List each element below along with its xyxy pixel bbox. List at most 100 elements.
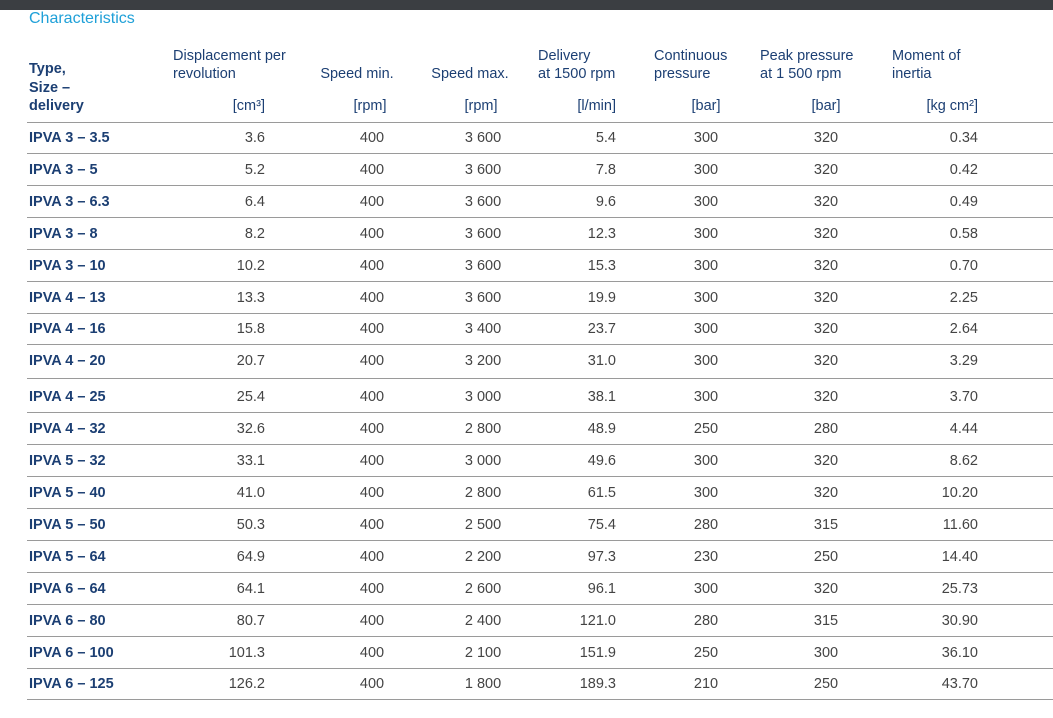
cell: 250 bbox=[813, 548, 839, 565]
cell: 320 bbox=[813, 485, 839, 501]
cell: 38.1 bbox=[587, 389, 616, 406]
row-rule bbox=[27, 248, 1053, 250]
column-unit: [rpm] bbox=[353, 98, 387, 114]
cell: 12.3 bbox=[587, 225, 616, 242]
cell: 121.0 bbox=[579, 612, 616, 629]
row-type: IPVA 5 – 40 bbox=[29, 485, 106, 501]
cell: 315 bbox=[813, 516, 839, 533]
cell: 5.4 bbox=[595, 130, 616, 146]
cell: 3 000 bbox=[464, 453, 502, 470]
cell: 400 bbox=[359, 612, 385, 629]
cell: 0.34 bbox=[949, 130, 978, 146]
cell: 400 bbox=[359, 161, 385, 178]
cell: 8.2 bbox=[244, 225, 265, 242]
cell: 3.6 bbox=[244, 130, 265, 146]
cell: 4.44 bbox=[949, 421, 978, 438]
column-unit: [rpm] bbox=[464, 98, 498, 114]
cell: 64.9 bbox=[236, 548, 265, 565]
cell: 400 bbox=[359, 516, 385, 533]
row-type: IPVA 4 – 13 bbox=[29, 289, 106, 306]
row-type: IPVA 3 – 10 bbox=[29, 257, 106, 274]
cell: 3 600 bbox=[464, 161, 502, 178]
column-header: Delivery bbox=[538, 47, 591, 64]
row-rule bbox=[27, 476, 1053, 478]
row-rule bbox=[27, 378, 1053, 380]
cell: 300 bbox=[813, 644, 839, 661]
cell: 2.25 bbox=[949, 289, 978, 306]
cell: 320 bbox=[813, 389, 839, 406]
cell: 0.58 bbox=[949, 225, 978, 242]
cell: 300 bbox=[693, 257, 719, 274]
cell: 25.4 bbox=[236, 389, 265, 406]
cell: 250 bbox=[813, 676, 839, 693]
cell: 3 600 bbox=[464, 289, 502, 306]
cell: 320 bbox=[813, 130, 839, 146]
cell: 50.3 bbox=[236, 516, 265, 533]
cell: 400 bbox=[359, 548, 385, 565]
cell: 400 bbox=[359, 321, 385, 338]
cell: 75.4 bbox=[587, 516, 616, 533]
cell: 300 bbox=[693, 130, 719, 146]
row-type: IPVA 6 – 125 bbox=[29, 676, 114, 693]
cell: 7.8 bbox=[595, 161, 616, 178]
cell: 14.40 bbox=[941, 548, 978, 565]
cell: 280 bbox=[693, 516, 719, 533]
cell: 32.6 bbox=[236, 421, 265, 438]
cell: 2 200 bbox=[464, 548, 502, 565]
row-rule bbox=[27, 344, 1053, 346]
cell: 36.10 bbox=[941, 644, 978, 661]
row-rule bbox=[27, 412, 1053, 414]
row-type: IPVA 5 – 32 bbox=[29, 453, 106, 470]
cell: 101.3 bbox=[228, 644, 265, 661]
cell: 320 bbox=[813, 321, 839, 338]
cell: 2 100 bbox=[464, 644, 502, 661]
row-type: IPVA 6 – 100 bbox=[29, 644, 114, 661]
cell: 315 bbox=[813, 612, 839, 629]
cell: 15.3 bbox=[587, 257, 616, 274]
row-rule bbox=[27, 184, 1053, 186]
cell: 19.9 bbox=[587, 289, 616, 306]
column-header: Type, bbox=[29, 61, 66, 77]
cell: 400 bbox=[359, 257, 385, 274]
cell: 30.90 bbox=[941, 612, 978, 629]
cell: 320 bbox=[813, 225, 839, 242]
row-rule bbox=[27, 444, 1053, 446]
column-header: at 1 500 rpm bbox=[760, 66, 842, 82]
cell: 49.6 bbox=[587, 453, 616, 470]
row-rule bbox=[27, 603, 1053, 605]
cell: 250 bbox=[693, 644, 719, 661]
cell: 20.7 bbox=[236, 353, 265, 370]
cell: 10.2 bbox=[236, 257, 265, 274]
cell: 3 200 bbox=[464, 353, 502, 370]
cell: 400 bbox=[359, 485, 385, 501]
row-rule bbox=[27, 539, 1053, 541]
cell: 2 800 bbox=[464, 485, 502, 501]
cell: 400 bbox=[359, 580, 385, 597]
cell: 31.0 bbox=[587, 353, 616, 370]
cell: 13.3 bbox=[236, 289, 265, 306]
cell: 320 bbox=[813, 353, 839, 370]
cell: 280 bbox=[813, 421, 839, 438]
cell: 300 bbox=[693, 485, 719, 501]
cell: 1 800 bbox=[464, 676, 502, 693]
row-type: IPVA 6 – 80 bbox=[29, 612, 106, 629]
column-unit: [bar] bbox=[811, 98, 841, 114]
row-rule bbox=[27, 667, 1053, 669]
cell: 400 bbox=[359, 193, 385, 210]
cell: 126.2 bbox=[228, 676, 265, 693]
cell: 96.1 bbox=[587, 580, 616, 597]
row-rule bbox=[27, 153, 1053, 154]
cell: 61.5 bbox=[587, 485, 616, 501]
cell: 280 bbox=[693, 612, 719, 629]
cell: 3 600 bbox=[464, 225, 502, 242]
cell: 0.49 bbox=[949, 193, 978, 210]
cell: 0.70 bbox=[949, 257, 978, 274]
cell: 25.73 bbox=[941, 580, 978, 597]
cell: 2 500 bbox=[464, 516, 502, 533]
row-rule bbox=[27, 699, 1053, 701]
column-header: Continuous bbox=[654, 47, 728, 64]
row-type: IPVA 4 – 25 bbox=[29, 389, 106, 406]
cell: 400 bbox=[359, 389, 385, 406]
cell: 3.29 bbox=[949, 353, 978, 370]
